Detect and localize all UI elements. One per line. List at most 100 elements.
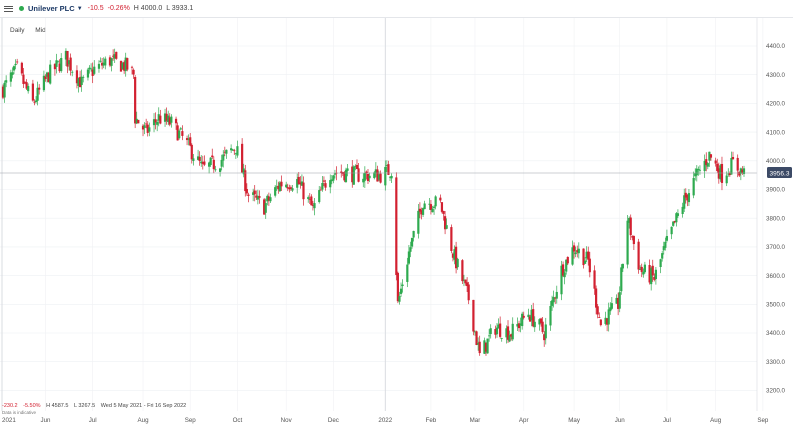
x-tick-label: Dec xyxy=(328,417,339,424)
candle-body xyxy=(384,166,387,186)
candle-body xyxy=(88,67,91,70)
candle-body xyxy=(280,181,283,187)
candle-body xyxy=(664,241,667,248)
candle-body xyxy=(247,194,250,196)
candle-body xyxy=(516,323,519,327)
y-tick-label: 3700.0 xyxy=(766,244,785,251)
candle-body xyxy=(686,194,689,201)
candle-body xyxy=(661,253,664,259)
price-chart[interactable]: 4400.0 4300.0 4200.0 4100.0 4000.0 3900.0 3800… xyxy=(0,18,793,428)
candle-body xyxy=(451,253,455,258)
candle-body xyxy=(728,173,731,176)
y-tick-label: 3400.0 xyxy=(766,330,785,337)
candle-body xyxy=(538,319,541,325)
price-change: -10.5 xyxy=(87,5,104,12)
candle-body xyxy=(203,161,206,165)
candle-body xyxy=(442,210,445,214)
candle-body xyxy=(673,220,676,223)
candle-body xyxy=(606,318,609,325)
candle-body xyxy=(222,154,225,161)
candle-body xyxy=(366,174,370,182)
candle-body xyxy=(209,157,212,166)
candle-body xyxy=(628,217,631,223)
candle-body xyxy=(55,60,58,67)
candle-body xyxy=(189,137,192,146)
candle-body xyxy=(431,208,434,213)
candle-body xyxy=(168,117,171,125)
x-tick-label: Jun xyxy=(615,417,626,424)
candle-body xyxy=(550,300,554,306)
candle-body xyxy=(665,236,669,241)
y-tick-label: 3900.0 xyxy=(766,187,785,194)
candle-body xyxy=(706,163,709,167)
candle-body xyxy=(300,181,304,186)
candle-body xyxy=(637,241,640,270)
candle-body xyxy=(277,185,280,190)
candle-body xyxy=(167,115,170,123)
candle-body xyxy=(532,309,535,327)
current-price-label: 3956.3 xyxy=(770,171,790,178)
x-tick-label: May xyxy=(568,417,581,424)
candle-body xyxy=(396,272,399,302)
candle-body xyxy=(324,183,327,188)
candle-body xyxy=(60,58,63,72)
candle-body xyxy=(236,146,239,156)
candle-body xyxy=(533,321,536,328)
candle-body xyxy=(266,195,269,202)
candle-body xyxy=(577,248,580,254)
chevron-down-icon[interactable]: ▼ xyxy=(76,5,83,12)
candle-body xyxy=(399,288,403,294)
instrument-name[interactable]: Unilever PLC xyxy=(28,4,75,13)
candle-body xyxy=(506,326,510,340)
interval-selector[interactable]: Daily xyxy=(10,27,25,34)
candle-body xyxy=(672,221,675,226)
x-tick-label: 2021 xyxy=(2,417,16,424)
candle-body xyxy=(157,114,160,121)
candle-body xyxy=(440,202,444,212)
range-stats: -230.2 -5.50% H 4587.5 L 3267.5 Wed 5 Ma… xyxy=(2,403,190,409)
date-range: Wed 5 May 2021 - Fri 16 Sep 2022 xyxy=(100,403,187,409)
price-axis: 4400.0 4300.0 4200.0 4100.0 4000.0 3900.0 3800… xyxy=(766,43,785,394)
candle-body xyxy=(121,63,124,70)
candle-body xyxy=(717,168,720,179)
candle-body xyxy=(20,62,23,74)
candle-body xyxy=(223,151,226,153)
candle-body xyxy=(714,160,717,164)
price-change-percent: -0.26% xyxy=(107,5,130,12)
x-tick-label: Sep xyxy=(757,417,769,424)
candle-body xyxy=(519,323,522,326)
candle-body xyxy=(286,187,289,189)
range-high: H 4587.5 xyxy=(46,403,69,409)
candle-body xyxy=(511,323,514,340)
range-low: L 3267.5 xyxy=(73,403,96,409)
candle-body xyxy=(407,251,410,264)
candle-body xyxy=(478,341,481,354)
chart-controls: Daily Mid xyxy=(10,27,55,34)
candle-body xyxy=(445,225,448,229)
price-type-selector[interactable]: Mid xyxy=(35,27,46,34)
candle-body xyxy=(736,157,739,171)
candle-body xyxy=(654,269,657,280)
candle-body xyxy=(539,318,543,324)
candle-body xyxy=(346,168,349,171)
chart-grid xyxy=(0,18,764,411)
candle-body xyxy=(156,121,159,125)
candle-body xyxy=(607,309,610,325)
x-tick-label: Apr xyxy=(519,417,529,424)
candle-body xyxy=(631,236,634,238)
candle-body xyxy=(486,338,489,354)
y-tick-label: 4200.0 xyxy=(766,101,785,108)
candle-body xyxy=(31,83,34,101)
candle-body xyxy=(695,168,698,176)
candle-body xyxy=(241,143,244,173)
candle-body xyxy=(610,303,613,309)
candle-body xyxy=(648,264,651,283)
candle-body xyxy=(108,57,112,66)
candle-body xyxy=(373,172,376,179)
candle-body xyxy=(385,165,388,166)
candle-body xyxy=(395,177,398,275)
candle-body xyxy=(245,189,248,194)
candle-body xyxy=(376,169,379,182)
candle-body xyxy=(234,152,237,154)
menu-icon[interactable] xyxy=(4,4,13,13)
